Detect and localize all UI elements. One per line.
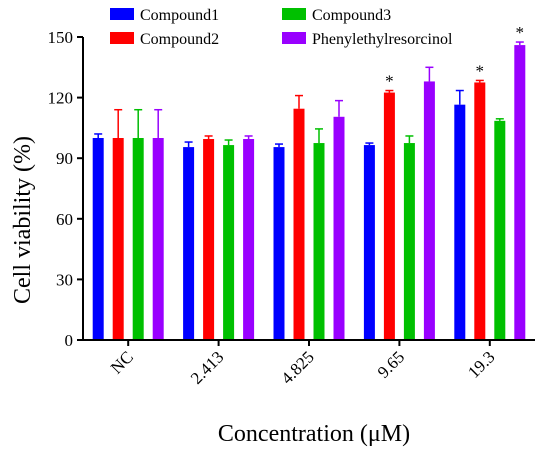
- bar: [223, 145, 235, 340]
- x-tick-label: 9.65: [374, 347, 408, 381]
- legend: Compound1 Compound2 Compound3 Phenylethylre…: [110, 7, 453, 48]
- bar: [454, 104, 466, 340]
- bar: [132, 138, 144, 340]
- legend-item: Compound3: [282, 7, 391, 24]
- bar: [183, 147, 195, 340]
- bar: [423, 81, 435, 340]
- bar: [203, 139, 215, 340]
- legend-swatch: [282, 8, 306, 20]
- legend-item: Compound2: [110, 31, 219, 48]
- legend-item: Phenylethylresorcinol: [282, 31, 453, 48]
- bar: [152, 138, 164, 340]
- significance-marker: *: [476, 61, 485, 80]
- bar: [313, 143, 325, 340]
- legend-label: Compound2: [140, 31, 219, 48]
- x-tick-label: 2.413: [187, 347, 227, 387]
- y-axis-title: Cell viability (%): [10, 136, 36, 304]
- bar: [383, 92, 395, 340]
- bar: [333, 116, 345, 340]
- bar: [494, 120, 506, 340]
- bar: [514, 45, 526, 341]
- x-tick-label: NC: [107, 347, 137, 377]
- legend-swatch: [282, 32, 306, 44]
- y-tick-label: 90: [56, 149, 73, 168]
- y-tick-label: 30: [56, 270, 73, 289]
- bar: [92, 138, 104, 340]
- legend-swatch: [110, 32, 134, 44]
- x-axis-title: Concentration (μM): [218, 421, 410, 447]
- bar: [112, 138, 124, 340]
- significance-marker: *: [385, 72, 394, 91]
- legend-label: Phenylethylresorcinol: [312, 31, 453, 48]
- bar: [273, 147, 285, 340]
- bar: [403, 143, 415, 340]
- y-tick-label: 0: [65, 331, 74, 350]
- bars: * * *: [92, 23, 526, 341]
- bar: [293, 108, 305, 341]
- y-tick-label: 150: [48, 28, 74, 47]
- bar: [363, 145, 375, 340]
- bar: [243, 139, 255, 340]
- y-tick-label: 60: [56, 210, 73, 229]
- x-tick-label: 19.3: [464, 347, 498, 381]
- bar: [474, 82, 486, 340]
- legend-item: Compound1: [110, 7, 219, 24]
- y-tick-label: 120: [48, 89, 74, 108]
- legend-label: Compound3: [312, 7, 391, 24]
- legend-label: Compound1: [140, 7, 219, 24]
- significance-marker: *: [516, 23, 525, 42]
- x-tick-label: 4.825: [277, 347, 317, 387]
- legend-swatch: [110, 8, 134, 20]
